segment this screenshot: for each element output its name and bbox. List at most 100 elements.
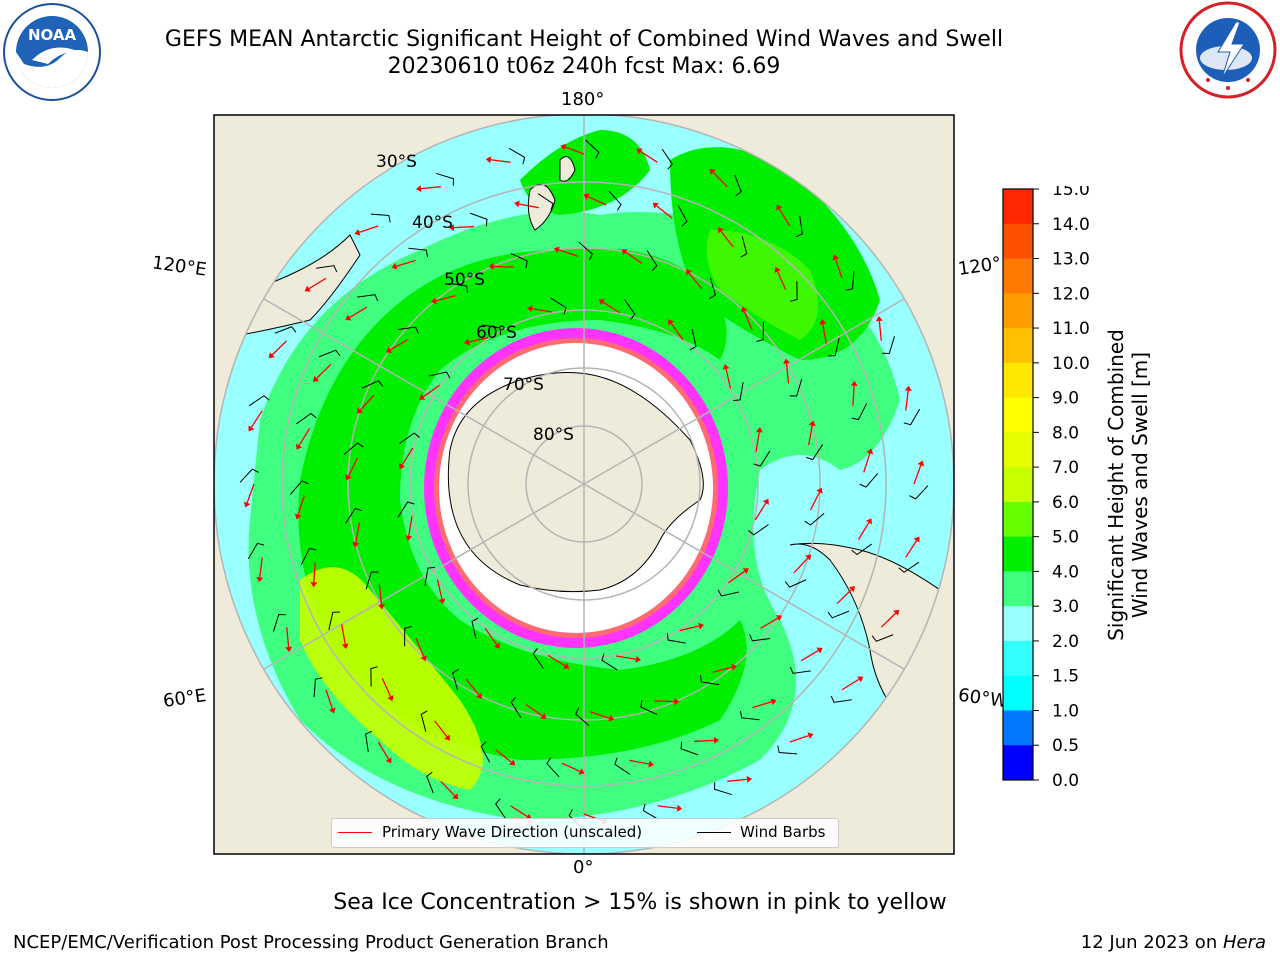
wind-barb <box>328 611 340 630</box>
nws-logo <box>1178 0 1278 104</box>
wave-direction-arrowhead <box>313 375 320 382</box>
wind-barb <box>452 668 459 691</box>
wave-direction-arrowhead <box>755 427 763 433</box>
wave-direction-arrow <box>754 502 767 521</box>
wave-direction-arrowhead <box>356 407 363 414</box>
wave-direction-arrowhead <box>243 501 251 508</box>
wave-direction-arrow <box>587 195 607 206</box>
wave-direction-arrow <box>841 678 860 691</box>
wave-direction-arrow <box>755 431 760 452</box>
wave-direction-arrowhead <box>893 609 900 616</box>
wave-direction-arrowhead <box>294 513 302 520</box>
wave-direction-arrow <box>616 655 637 660</box>
colorbar-cell <box>1003 745 1033 781</box>
wave-direction-arrow <box>359 225 379 233</box>
wave-direction-arrowhead <box>668 319 675 326</box>
wind-barb <box>749 634 771 642</box>
wind-barb <box>640 700 658 716</box>
wave-direction-arrow <box>688 272 703 290</box>
wind-barb <box>471 617 479 640</box>
wave-direction-arrow <box>378 584 383 605</box>
wind-barb-legend-label: Wind Barbs <box>740 823 826 841</box>
wind-barb <box>903 408 921 426</box>
wave-direction-arrowhead <box>431 297 437 305</box>
wave-direction-arrow <box>822 323 827 344</box>
wind-barb <box>827 610 850 619</box>
wave-direction-arrowhead <box>875 315 883 322</box>
wind-barb <box>898 561 920 573</box>
wind-barb <box>789 666 811 674</box>
colorbar-tick-label: 8.0 <box>1052 423 1079 443</box>
wave-direction-arrow <box>484 628 498 646</box>
wave-direction-arrowhead <box>509 759 516 766</box>
wave-direction-arrowhead <box>850 380 858 387</box>
wind-barb <box>408 247 429 258</box>
wind-barb <box>614 757 631 775</box>
map-frame <box>213 114 955 855</box>
wave-direction-arrowhead <box>514 200 520 208</box>
wind-barb <box>508 147 526 165</box>
wind-barb <box>756 321 764 343</box>
wind-barb <box>361 380 384 389</box>
wave-direction-arrow <box>493 265 514 268</box>
wave-direction-arrowhead <box>652 202 659 209</box>
wind-barb <box>608 190 622 211</box>
wave-direction-arrow <box>531 308 552 313</box>
colorbar-cell <box>1003 223 1033 260</box>
colorbar-tick-label: 7.0 <box>1052 458 1079 478</box>
wave-direction-arrowhead <box>341 643 349 649</box>
colorbar-tick-label: 3.0 <box>1052 597 1079 617</box>
wave-direction-arrowhead <box>913 536 920 543</box>
colorbar-label: Significant Height of Combined Wind Wave… <box>1104 329 1152 641</box>
wave-direction-arrowhead <box>378 604 385 610</box>
wave-direction-arrow <box>852 385 855 406</box>
wave-direction-arrowhead <box>563 662 570 669</box>
colorbar-cell <box>1003 432 1033 468</box>
sea-ice-note: Sea Ice Concentration > 15% is shown in … <box>333 890 947 915</box>
wind-barb <box>677 205 688 227</box>
wave-direction-arrowhead <box>848 586 855 593</box>
wind-barb-legend-line <box>697 832 731 833</box>
wave-direction-arrowhead <box>857 676 864 683</box>
wind-barb <box>480 741 491 763</box>
wave-direction-arrow <box>298 428 311 446</box>
wave-direction-arrow <box>905 540 918 558</box>
wave-direction-arrowhead <box>648 760 654 768</box>
wave-direction-arrowhead <box>527 305 533 313</box>
wave-direction-arrowhead <box>598 299 605 306</box>
wind-barb <box>343 442 364 456</box>
wind-barb <box>753 450 771 467</box>
wind-barb <box>859 473 879 488</box>
colorbar-cell <box>1003 536 1033 572</box>
wave-direction-arrowhead <box>560 143 567 151</box>
wind-barb <box>575 707 590 727</box>
wave-direction-arrow <box>415 637 425 657</box>
wave-direction-arrowhead <box>722 364 730 370</box>
wave-direction-arrow <box>863 453 871 473</box>
wind-barb <box>510 252 528 268</box>
lat-label-60s: 60°S <box>476 323 517 343</box>
wave-direction-arrow <box>656 205 673 219</box>
wave-direction-arrowhead <box>816 487 823 494</box>
wave-direction-arrowhead <box>464 338 470 346</box>
colorbar-cell <box>1003 710 1033 746</box>
wave-direction-arrowhead <box>731 663 737 671</box>
wave-direction-arrowhead <box>774 266 781 273</box>
wave-direction-arrow <box>377 741 390 760</box>
wave-direction-arrow <box>422 384 440 398</box>
wave-direction-arrow <box>808 425 813 446</box>
wave-direction-arrow <box>657 805 678 809</box>
colorbar-cell <box>1003 362 1033 399</box>
wave-direction-arrow <box>694 739 715 743</box>
wave-direction-arrow <box>800 649 819 662</box>
wave-direction-arrow <box>453 225 474 229</box>
wave-direction-arrowhead <box>345 314 352 321</box>
wave-direction-arrowhead <box>452 793 459 800</box>
wind-barb <box>532 648 544 669</box>
wind-barb <box>370 213 391 223</box>
wave-direction-arrow <box>728 570 746 584</box>
wind-barb <box>426 771 434 794</box>
wave-direction-arrow <box>510 805 528 818</box>
colorbar-cell <box>1003 189 1033 225</box>
wave-direction-arrow <box>789 735 809 743</box>
